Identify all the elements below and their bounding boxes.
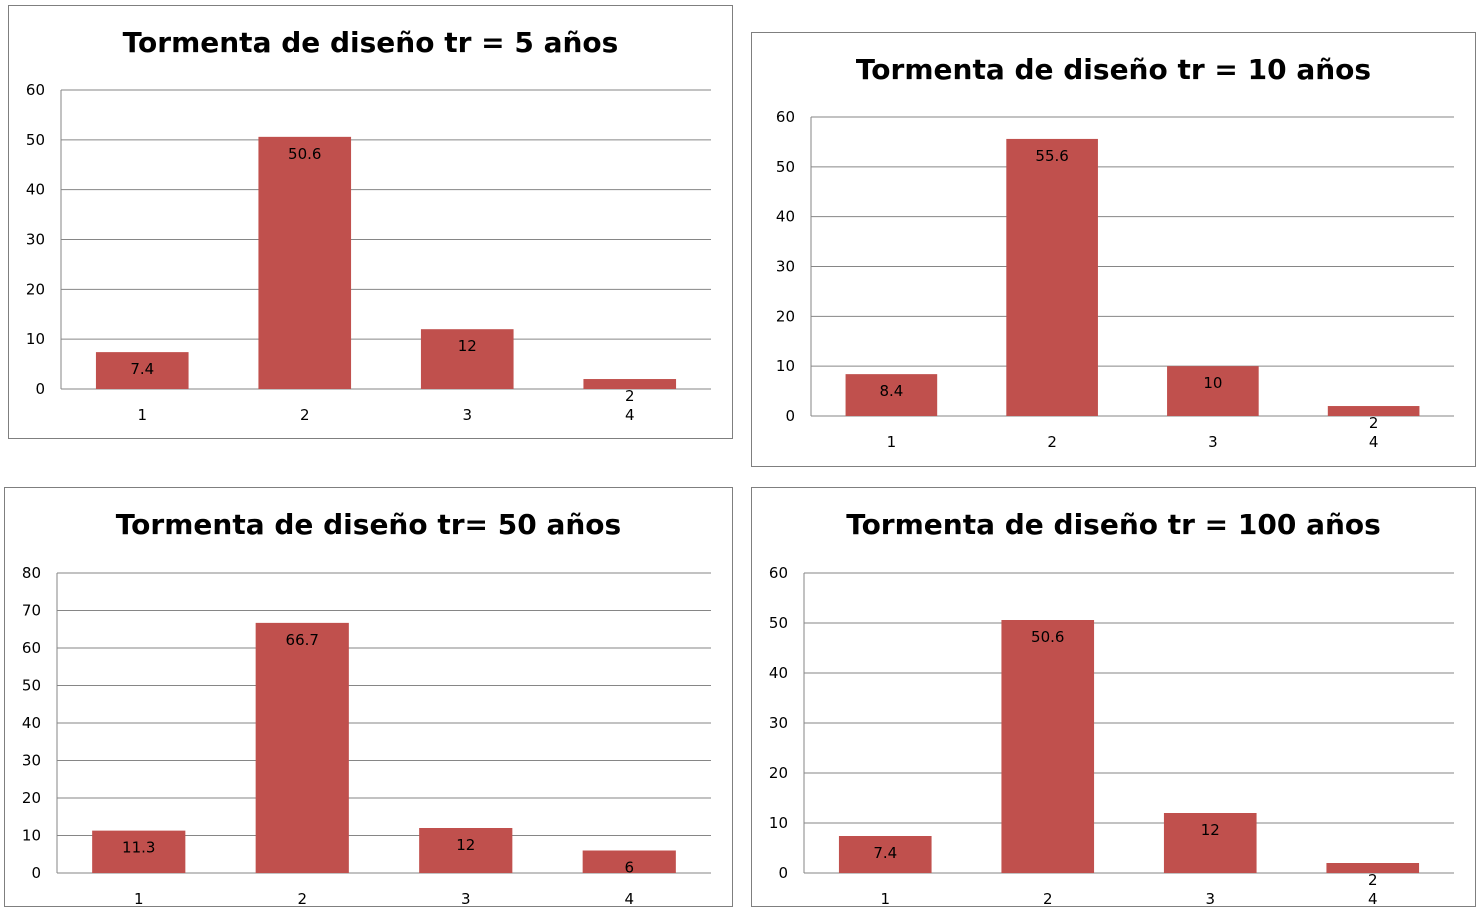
y-tick-label: 20 [776, 307, 795, 325]
bar [255, 622, 349, 873]
y-tick-label: 50 [769, 614, 788, 632]
y-tick-label: 60 [26, 81, 45, 99]
data-label: 6 [624, 859, 634, 877]
x-tick-label: 4 [624, 890, 634, 907]
bar [1006, 138, 1098, 416]
data-label: 50.6 [288, 145, 321, 163]
bar [582, 850, 676, 873]
x-tick-label: 1 [137, 406, 147, 424]
bar-chart-plot: 0 10 20 30 40 50 60 70 80 11.3 1 66.7 2 12 3 6 4 [22, 564, 711, 907]
bar [583, 379, 677, 389]
x-tick-label: 2 [297, 890, 307, 907]
bar [845, 374, 938, 416]
x-tick-label: 2 [1047, 433, 1057, 451]
data-label: 2 [625, 387, 635, 405]
bar [92, 830, 186, 873]
x-tick-label: 3 [1208, 433, 1218, 451]
bar [1327, 406, 1420, 416]
y-tick-label: 0 [35, 380, 45, 398]
data-label: 12 [456, 836, 475, 854]
y-tick-label: 0 [785, 407, 795, 425]
x-tick-label: 1 [134, 890, 144, 907]
bar [258, 136, 352, 389]
bar [420, 329, 514, 389]
y-tick-label: 30 [22, 752, 41, 770]
y-tick-label: 20 [22, 789, 41, 807]
chart-title: Tormenta de diseño tr= 50 años [115, 508, 622, 541]
data-label: 10 [1203, 374, 1222, 392]
chart-panel-tr50: Tormenta de diseño tr= 50 años 0 10 20 30 40… [4, 487, 733, 907]
data-label: 2 [1369, 414, 1379, 432]
x-tick-label: 1 [887, 433, 897, 451]
x-tick-label: 4 [625, 406, 635, 424]
x-tick-label: 3 [1205, 890, 1215, 907]
y-tick-label: 10 [776, 357, 795, 375]
bar [1163, 813, 1257, 873]
chart-panel-tr5: Tormenta de diseño tr = 5 años 0 10 20 30 40… [8, 5, 733, 439]
y-tick-label: 30 [776, 258, 795, 276]
data-label: 7.4 [130, 360, 154, 378]
data-label: 2 [1368, 871, 1378, 889]
bar [1167, 366, 1259, 416]
y-tick-label: 40 [776, 208, 795, 226]
y-tick-label: 10 [26, 330, 45, 348]
bar [419, 828, 513, 873]
data-label: 12 [1201, 821, 1220, 839]
y-tick-label: 10 [22, 827, 41, 845]
data-label: 7.4 [873, 844, 897, 862]
x-tick-label: 1 [880, 890, 890, 907]
chart-title: Tormenta de diseño tr = 5 años [122, 26, 619, 59]
y-tick-label: 0 [778, 864, 788, 882]
y-tick-label: 40 [22, 714, 41, 732]
bar [1001, 620, 1095, 873]
y-tick-label: 60 [22, 639, 41, 657]
data-label: 50.6 [1031, 628, 1064, 646]
y-tick-label: 40 [26, 181, 45, 199]
y-tick-label: 30 [26, 231, 45, 249]
y-tick-label: 40 [769, 664, 788, 682]
chart-title: Tormenta de diseño tr = 100 años [846, 508, 1381, 541]
data-label: 12 [458, 337, 477, 355]
y-tick-label: 50 [26, 131, 45, 149]
y-tick-label: 70 [22, 602, 41, 620]
y-tick-label: 50 [22, 677, 41, 695]
chart-panel-tr100: Tormenta de diseño tr = 100 años 0 10 20 30… [751, 487, 1476, 907]
y-tick-label: 20 [769, 764, 788, 782]
y-tick-label: 0 [31, 864, 41, 882]
bar [838, 836, 932, 873]
bar [1326, 863, 1420, 873]
x-tick-label: 4 [1369, 433, 1379, 451]
y-tick-label: 10 [769, 814, 788, 832]
y-tick-label: 30 [769, 714, 788, 732]
x-tick-label: 2 [1043, 890, 1053, 907]
chart-title: Tormenta de diseño tr = 10 años [855, 53, 1372, 86]
y-tick-label: 80 [22, 564, 41, 582]
y-tick-label: 20 [26, 280, 45, 298]
data-label: 55.6 [1035, 147, 1068, 165]
bar [95, 352, 189, 389]
data-label: 8.4 [879, 382, 903, 400]
data-label: 66.7 [286, 631, 319, 649]
y-tick-label: 50 [776, 158, 795, 176]
x-tick-label: 3 [462, 406, 472, 424]
chart-panel-tr10: Tormenta de diseño tr = 10 años 0 10 20 30 4… [751, 32, 1476, 467]
y-tick-label: 60 [776, 108, 795, 126]
x-tick-label: 2 [300, 406, 310, 424]
x-tick-label: 4 [1368, 890, 1378, 907]
y-tick-label: 60 [769, 564, 788, 582]
data-label: 11.3 [122, 839, 155, 857]
x-tick-label: 3 [461, 890, 471, 907]
